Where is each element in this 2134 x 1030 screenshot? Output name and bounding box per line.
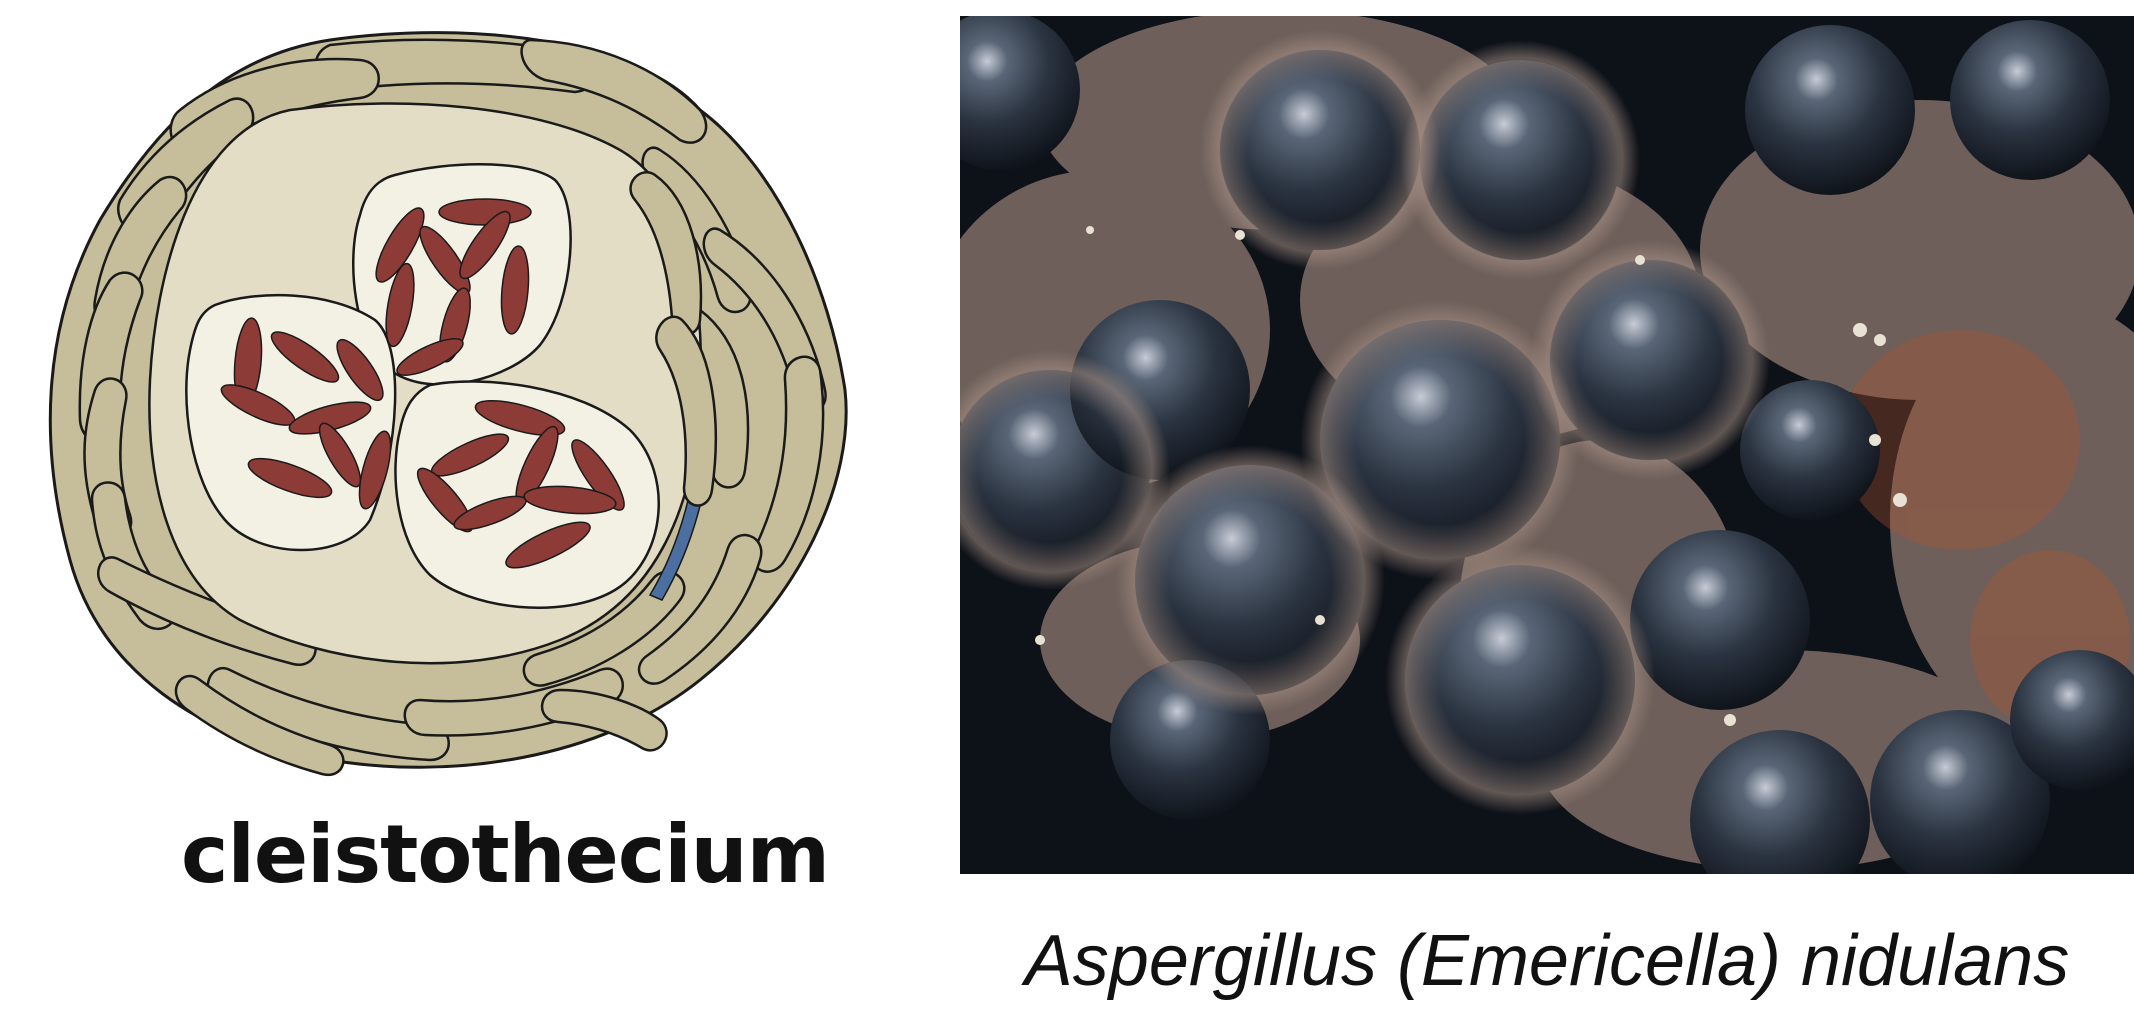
ascospore xyxy=(438,198,532,226)
hulle-cells xyxy=(1035,226,1907,726)
ascospore xyxy=(336,338,384,402)
ascospore xyxy=(500,245,530,335)
photo-caption: Aspergillus (Emericella) nidulans xyxy=(1024,921,2070,1001)
ascospore xyxy=(523,485,617,515)
wall-cells xyxy=(78,38,827,777)
ascospore xyxy=(375,207,425,283)
ascospore xyxy=(571,439,625,511)
ascospores xyxy=(220,198,625,569)
ascospore xyxy=(416,467,474,533)
ascospore xyxy=(247,457,333,499)
cleistothecium-diagram xyxy=(48,31,848,777)
micrograph-photo xyxy=(960,16,2134,874)
ascospore xyxy=(474,399,566,437)
ascospore xyxy=(385,262,415,348)
inner-wall-cell xyxy=(655,315,717,507)
ascospore xyxy=(396,338,464,376)
ascospore xyxy=(459,210,511,280)
ascospore xyxy=(318,422,362,488)
ascospore xyxy=(358,430,392,510)
ascospore xyxy=(505,521,591,569)
hyphal-fuzz xyxy=(960,30,1770,815)
ascospore xyxy=(270,331,340,383)
diagram-caption: cleistothecium xyxy=(181,808,830,901)
